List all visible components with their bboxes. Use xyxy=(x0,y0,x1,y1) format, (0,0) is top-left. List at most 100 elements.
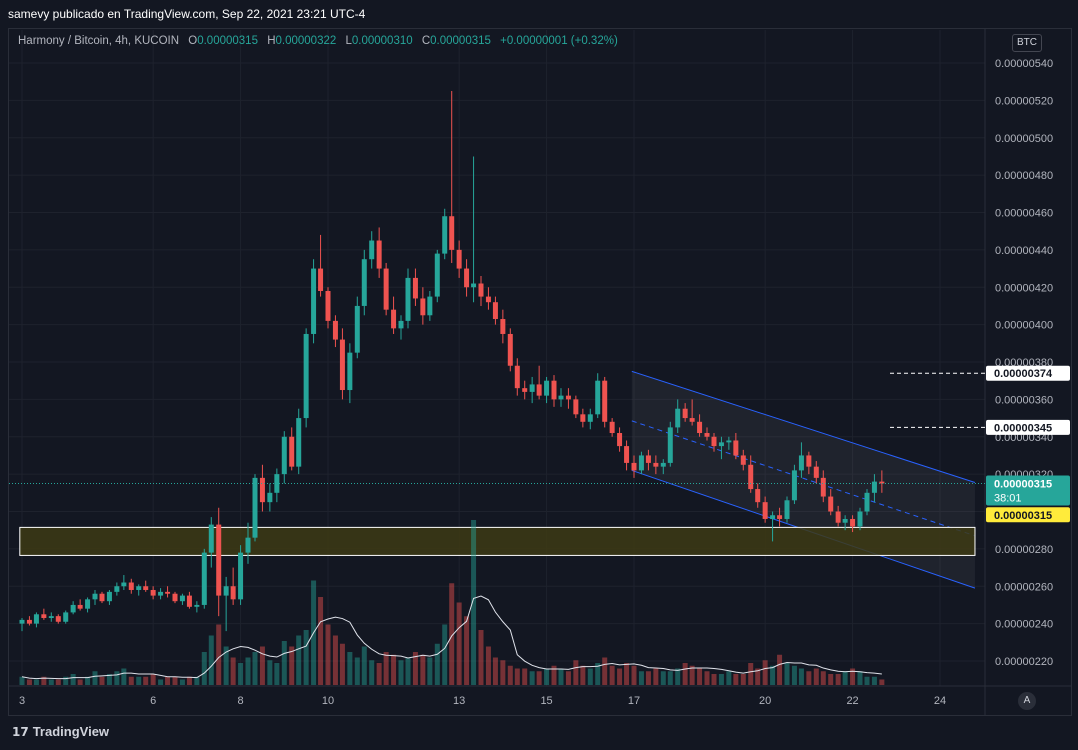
candle-body xyxy=(63,612,69,622)
candle-body xyxy=(667,427,673,463)
volume-bar xyxy=(645,671,651,685)
level-tag-345: 0.00000345 xyxy=(994,422,1052,434)
x-tick-label: 17 xyxy=(628,695,640,707)
candle-body xyxy=(464,268,470,288)
candle-body xyxy=(325,290,331,321)
volume-bar xyxy=(828,674,834,685)
y-tick-label: 0.00000360 xyxy=(995,394,1053,406)
candle-body xyxy=(711,436,717,447)
y-tick-label: 0.00000540 xyxy=(995,58,1053,70)
x-tick-label: 22 xyxy=(846,695,858,707)
volume-bar xyxy=(660,671,666,685)
volume-bar xyxy=(514,668,520,685)
chart-frame[interactable] xyxy=(8,28,1072,716)
volume-bar xyxy=(820,671,826,685)
volume-bar xyxy=(48,679,54,685)
candle-body xyxy=(813,466,819,478)
support-zone xyxy=(19,526,976,556)
volume-bar xyxy=(697,668,703,685)
volume-bar xyxy=(427,657,433,685)
candle-body xyxy=(405,277,411,321)
volume-bar xyxy=(871,676,877,685)
volume-bar xyxy=(573,660,579,685)
volume-bar xyxy=(19,676,25,685)
candle-body xyxy=(602,380,608,422)
channel-upper-line xyxy=(631,370,976,484)
candle-body xyxy=(638,455,644,471)
candle-body xyxy=(201,552,207,605)
tradingview-logo[interactable]: 17 TradingView xyxy=(12,724,109,739)
volume-bar xyxy=(806,671,812,685)
candle-body xyxy=(682,408,688,419)
volume-bar xyxy=(194,676,200,685)
candle-body xyxy=(653,462,659,467)
volume-bar xyxy=(376,663,382,685)
candle-body xyxy=(507,333,513,366)
volume-bar xyxy=(522,668,528,685)
yellow-tag-bg xyxy=(986,507,1070,523)
candle-body xyxy=(412,277,418,299)
candle-body xyxy=(26,619,32,624)
candle-body xyxy=(850,518,856,527)
candle-body xyxy=(376,240,382,269)
currency-badge[interactable]: BTC xyxy=(1012,34,1042,52)
candle-body xyxy=(864,492,870,512)
volume-bar xyxy=(274,663,280,685)
volume-bar xyxy=(55,679,61,685)
candle-body xyxy=(857,511,863,527)
candle-body xyxy=(354,305,360,353)
y-tick-label: 0.00000480 xyxy=(995,170,1053,182)
volume-bar xyxy=(361,646,367,685)
low-value: 0.00000310 xyxy=(351,35,413,47)
candle-body xyxy=(398,320,404,329)
volume-bar xyxy=(398,660,404,685)
volume-bar xyxy=(114,671,120,685)
volume-bar xyxy=(63,676,69,685)
candle-body xyxy=(558,395,564,400)
candle-body xyxy=(770,515,776,519)
x-tick-label: 15 xyxy=(540,695,552,707)
volume-bar xyxy=(536,671,542,685)
candle-body xyxy=(216,524,222,596)
candle-body xyxy=(565,395,571,400)
volume-bar xyxy=(624,663,630,685)
volume-bar xyxy=(383,652,389,685)
volume-bar xyxy=(609,665,615,685)
volume-bar xyxy=(595,663,601,685)
candle-body xyxy=(522,388,528,392)
candle-body xyxy=(755,489,761,503)
volume-bar xyxy=(172,676,178,685)
y-tick-label: 0.00000400 xyxy=(995,320,1053,332)
publisher-text: samevy publicado en TradingView.com, Sep… xyxy=(8,7,366,21)
x-tick-label: 6 xyxy=(150,695,156,707)
last-price-tag: 0.00000315 xyxy=(994,478,1052,490)
candle-body xyxy=(624,446,630,463)
candle-body xyxy=(587,414,593,422)
auto-scale-button[interactable]: A xyxy=(1018,692,1036,710)
candle-body xyxy=(609,421,615,434)
candle-body xyxy=(391,309,397,329)
high-key: H xyxy=(267,35,276,47)
tv-logo-icon: 17 xyxy=(12,725,29,739)
volume-bar xyxy=(85,676,91,685)
volume-bar xyxy=(405,657,411,685)
candle-body xyxy=(835,511,841,523)
volume-bar xyxy=(755,668,761,685)
volume-bar xyxy=(318,597,324,685)
candle-body xyxy=(238,552,244,600)
volume-bar xyxy=(791,665,797,685)
volume-bar xyxy=(565,671,571,685)
volume-bar xyxy=(551,665,557,685)
volume-bar xyxy=(150,674,156,685)
volume-bar xyxy=(500,660,506,685)
candle-body xyxy=(748,464,754,490)
volume-bar xyxy=(682,663,688,685)
volume-bar xyxy=(289,646,295,685)
volume-bar xyxy=(92,671,98,685)
volume-bar xyxy=(391,654,397,685)
volume-bar xyxy=(529,671,535,685)
candle-body xyxy=(208,524,214,553)
volume-bar xyxy=(762,660,768,685)
volume-bar xyxy=(864,676,870,685)
